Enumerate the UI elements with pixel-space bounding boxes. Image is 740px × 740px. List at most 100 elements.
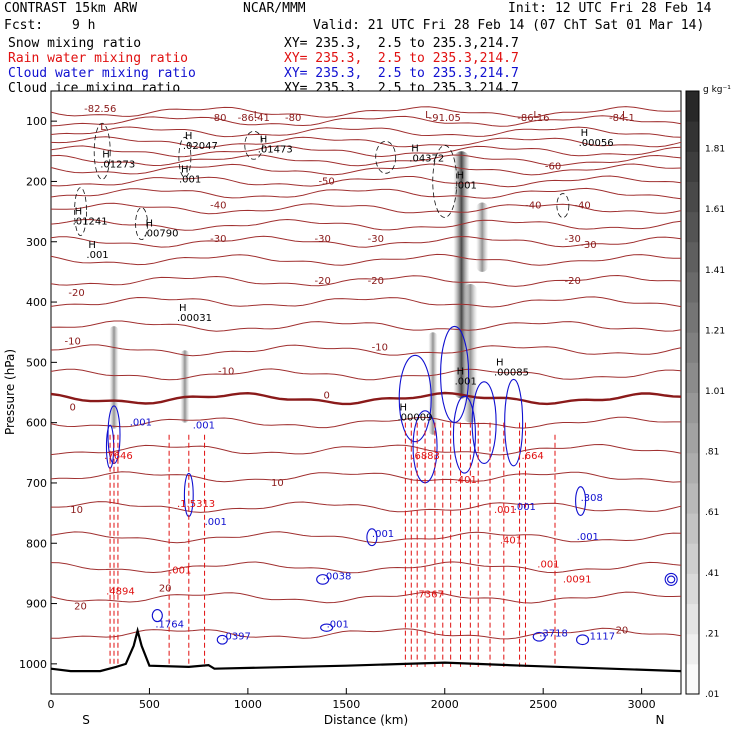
plot-body: -82.56 -86.41 -80 -80 -91.05 -86.16 -84.1 -60 -5… [50, 104, 682, 673]
isotherm-line-1 [50, 115, 682, 127]
temperature-label-25: 0 [323, 391, 329, 402]
colorbar-tick-label-5: .81 [705, 448, 719, 458]
colorbar-tick-label-7: .41 [705, 569, 719, 579]
colorbar-step-7 [686, 452, 699, 484]
forecast-label: Fcst: [4, 18, 44, 33]
temperature-label-20: -20 [565, 276, 581, 287]
extrema-marker-0: L [100, 122, 106, 133]
cloud-ice-contour-6 [375, 140, 397, 174]
temperature-label-26: 10 [271, 478, 284, 489]
cloud-water-contour-7 [398, 354, 432, 443]
x-tick-label-2: 1000 [234, 698, 262, 711]
temperature-label-15: -30 [565, 234, 581, 245]
isotherm-line-13 [50, 274, 682, 287]
temperature-label-13: -30 [315, 234, 331, 245]
temperature-label-28: 20 [74, 602, 87, 613]
rain-water-label-5: .401 [500, 535, 522, 546]
y-tick-label-5: 600 [26, 417, 47, 430]
cloud-water-contour-18 [151, 609, 163, 623]
temperature-label-6: -84.1 [609, 113, 635, 124]
temperature-label-17: -20 [68, 288, 84, 299]
extrema-marker-8: H [581, 128, 589, 139]
temperature-label-22: -10 [218, 366, 234, 377]
temperature-label-10: -40 [525, 201, 541, 212]
model-title: CONTRAST 15km ARW [4, 1, 138, 16]
cloud-water-contour-4 [316, 574, 330, 585]
cloud-water-contour-6 [216, 634, 228, 645]
extrema-value-13: .00790 [144, 229, 179, 240]
extrema-marker-6: H [260, 134, 268, 145]
x-tick-label-3: 1500 [332, 698, 360, 711]
cloud-ice-contour-4 [74, 187, 87, 237]
y-tick-label-2: 300 [26, 236, 47, 249]
isotherm-line-8 [50, 187, 682, 200]
x-tick-label-6: 3000 [628, 698, 656, 711]
temperature-label-3: -80 [210, 113, 226, 124]
y-tick-label-3: 400 [26, 296, 47, 309]
colorbar-step-10 [686, 362, 699, 393]
extrema-marker-15: H [179, 303, 187, 314]
y-tick-label-7: 800 [26, 537, 47, 550]
extrema-marker-12: H [75, 207, 83, 218]
temperature-label-19: -20 [368, 276, 384, 287]
terrain-line [50, 626, 682, 673]
colorbar-step-5 [686, 513, 699, 544]
cloud-water-label-7: .308 [581, 493, 603, 504]
cloud-water-contour-13 [575, 486, 587, 516]
temperature-label-24: 0 [69, 403, 75, 414]
isotherm-line-18 [50, 391, 682, 406]
temperature-label-14: -30 [368, 234, 384, 245]
extrema-value-15: .00031 [177, 313, 212, 324]
isotherm-line-3 [50, 136, 682, 149]
colorbar-step-11 [686, 332, 699, 363]
extrema-marker-4: L [622, 110, 628, 121]
temperature-label-21: -10 [64, 336, 80, 347]
extrema-value-16: .00009 [397, 413, 432, 424]
isotherm-line-12 [50, 253, 681, 266]
colorbar-tick-label-3: 1.21 [705, 326, 725, 336]
y-tick-label-6: 700 [26, 477, 47, 490]
extrema-value-12: .01241 [73, 217, 108, 228]
extrema-value-17: .00085 [494, 367, 529, 378]
snow-plume-2 [463, 283, 478, 423]
rain-water-label-9: .0091 [563, 574, 592, 585]
extrema-marker-9: H [102, 149, 110, 160]
cloud-water-contour-11 [471, 381, 497, 465]
temperature-label-1: -86.41 [238, 113, 270, 124]
cloud-water-contour-16 [664, 572, 678, 586]
cloud-water-label-3: .001 [372, 529, 394, 540]
cloud-water-contour-17 [667, 575, 676, 584]
temperature-label-18: -20 [315, 276, 331, 287]
isotherm-line-16 [50, 344, 682, 357]
x-tick-label-0: 0 [48, 698, 55, 711]
extrema-value-7: .04372 [409, 153, 444, 164]
cloud-ice-contour-7 [556, 193, 570, 218]
colorbar-frame [685, 90, 700, 695]
axes: Distance (km) Pressure (hPa) S N 0 500 100… [3, 115, 664, 727]
snow-plume-3 [109, 326, 119, 429]
legend-rain-label: Rain water mixing ratio [8, 51, 189, 66]
colorbar-tick-label-1: 1.61 [705, 205, 725, 215]
temperature-label-8: -50 [318, 176, 334, 187]
extrema-marker-2: L [425, 110, 431, 121]
colorbar-step-4 [686, 543, 699, 574]
extrema-value-9: .01273 [100, 159, 135, 170]
extrema-value-6: .01473 [258, 144, 293, 155]
isotherm-line-17 [50, 368, 682, 381]
snow-plume-4 [180, 350, 190, 423]
cloud-water-label-1: .001 [193, 421, 215, 432]
colorbar-step-12 [686, 302, 699, 333]
temperature-label-30: 20 [616, 626, 629, 637]
colorbar-tick-label-8: .21 [705, 629, 719, 639]
cloud-water-label-9: .001 [514, 502, 536, 513]
isotherm-line-11 [50, 235, 682, 248]
colorbar: g kg⁻¹ 1.81 1.61 1.41 1.21 1.01 .81 .61 .41 .21.… [685, 85, 731, 700]
temperature-label-2: -80 [285, 113, 301, 124]
rain-water-label-0: .7646 [104, 451, 133, 462]
temperature-label-5: -86.16 [517, 113, 549, 124]
colorbar-tick-label-2: 1.41 [705, 266, 725, 276]
legend-cloudwater-xy: XY= 235.3, 2.5 to 235.3,214.7 [284, 66, 519, 81]
isotherm-line-7 [50, 175, 682, 188]
temperature-label-16: -30 [580, 240, 596, 251]
isotherm-line-6 [50, 163, 682, 176]
